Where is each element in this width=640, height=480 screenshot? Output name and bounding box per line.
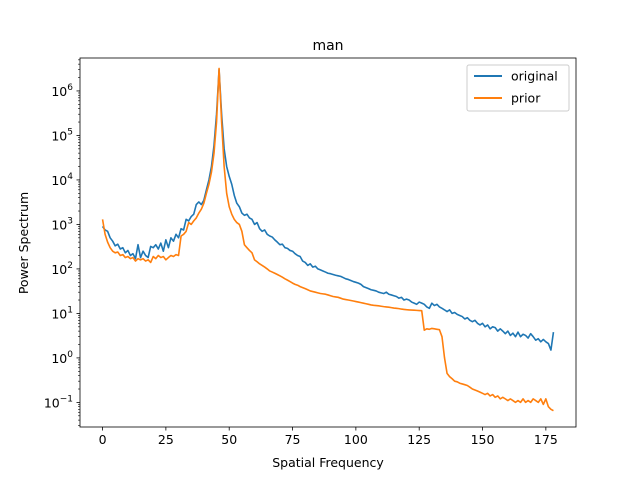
axes-frame: [79, 57, 577, 428]
y-tick-label: 101: [51, 305, 73, 321]
y-tick-label: 104: [51, 172, 73, 188]
y-tick-label: 103: [51, 216, 73, 232]
x-tick-label: 25: [158, 432, 174, 447]
x-tick-label: 0: [99, 432, 107, 447]
plot-area: [79, 57, 577, 428]
x-axis-ticks: 0 25 50 75 100 125 150 175: [99, 427, 558, 447]
x-tick-label: 175: [534, 432, 558, 447]
x-axis-label: Spatial Frequency: [272, 455, 384, 470]
series-layer: [101, 67, 555, 412]
x-tick-label: 75: [285, 432, 301, 447]
x-tick-label: 100: [344, 432, 368, 447]
y-tick-label: 106: [51, 83, 73, 99]
y-tick-label: 102: [51, 261, 73, 277]
chart-title: man: [312, 38, 343, 54]
y-tick-label: 10−1: [44, 394, 73, 410]
series-line-prior: [101, 67, 554, 412]
y-axis-label: Power Spectrum: [16, 192, 31, 294]
x-tick-label: 125: [407, 432, 431, 447]
x-tick-label: 150: [471, 432, 495, 447]
y-tick-label: 100: [51, 350, 73, 366]
legend-label-original: original: [511, 69, 558, 84]
legend: original prior: [466, 64, 570, 112]
y-tick-label: 105: [51, 127, 73, 143]
series-line-original: [101, 68, 555, 351]
legend-label-prior: prior: [511, 91, 541, 106]
x-tick-label: 50: [221, 432, 237, 447]
y-axis-ticks: 10−1 100 101 102 103 104 105 106: [44, 59, 80, 426]
